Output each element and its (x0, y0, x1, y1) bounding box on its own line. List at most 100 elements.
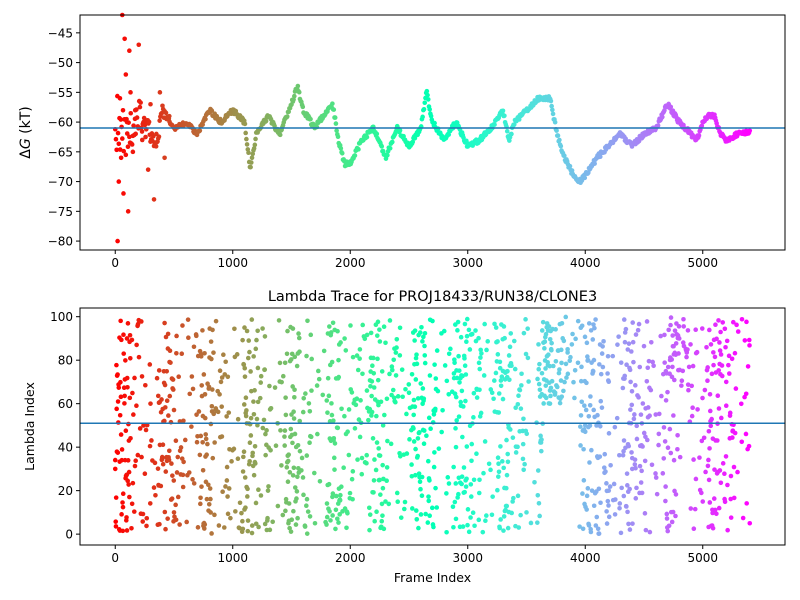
lambda-point (626, 341, 632, 346)
lambda-point (113, 524, 119, 529)
lambda-point (603, 469, 608, 474)
lambda-point (725, 482, 730, 488)
lambda-point (309, 388, 314, 393)
dg-point (133, 131, 138, 137)
lambda-point (668, 315, 674, 320)
lambda-point (546, 352, 551, 358)
lambda-point (163, 526, 168, 532)
lambda-point (364, 460, 369, 466)
lambda-point (599, 351, 605, 356)
lambda-point (335, 328, 340, 334)
lambda-point (456, 368, 462, 373)
lambda-point (686, 364, 692, 370)
dg-point (139, 137, 145, 143)
lambda-point (593, 523, 599, 528)
lambda-point (210, 327, 215, 333)
lambda-point (629, 388, 635, 394)
dg-point (138, 100, 143, 105)
lambda-point (433, 376, 439, 381)
lambda-point (589, 488, 595, 493)
lambda-point (291, 508, 296, 514)
lambda-point (121, 351, 127, 356)
lambda-point (587, 460, 592, 465)
lambda-point (125, 321, 131, 326)
y-tick-label: 60 (58, 397, 73, 411)
lambda-point (495, 455, 501, 461)
lambda-point (209, 531, 214, 536)
lambda-point (517, 387, 523, 393)
lambda-point (426, 494, 431, 499)
dg-point (296, 89, 302, 95)
lambda-point (255, 365, 261, 371)
lambda-point (283, 412, 289, 418)
lambda-point (461, 465, 467, 470)
lambda-point (144, 523, 149, 529)
dg-point (197, 128, 203, 133)
lambda-point (384, 396, 390, 402)
lambda-point (411, 426, 416, 431)
lambda-point (315, 368, 321, 374)
lambda-point (559, 320, 565, 326)
lambda-point (366, 505, 372, 511)
lambda-point (645, 365, 651, 371)
lambda-point (425, 520, 431, 525)
lambda-point (707, 392, 713, 397)
lambda-y-axis-label: Lambda Index (22, 382, 37, 471)
lambda-point (386, 501, 392, 507)
lambda-point (240, 469, 246, 474)
lambda-point (360, 322, 366, 328)
lambda-point (253, 346, 259, 352)
lambda-point (693, 476, 699, 482)
lambda-point (290, 440, 295, 446)
lambda-point (470, 510, 476, 516)
lambda-point (247, 349, 252, 355)
lambda-point (201, 372, 207, 377)
lambda-point (294, 489, 300, 494)
lambda-point (311, 470, 317, 476)
lambda-point (719, 363, 725, 368)
lambda-point (739, 439, 745, 445)
lambda-point (339, 484, 344, 489)
y-tick-label: 0 (65, 528, 73, 542)
lambda-point (345, 429, 350, 435)
lambda-point (304, 503, 309, 509)
lambda-point (379, 369, 385, 374)
lambda-point (689, 413, 695, 419)
lambda-point (605, 498, 611, 504)
lambda-point (220, 489, 225, 495)
lambda-point (588, 328, 594, 333)
lambda-point (669, 519, 675, 525)
lambda-point (591, 503, 597, 509)
dg-point (332, 115, 338, 120)
lambda-point (252, 388, 257, 393)
lambda-point (663, 398, 669, 403)
lambda-point (173, 438, 179, 444)
lambda-point (626, 521, 631, 527)
lambda-point (535, 492, 541, 498)
lambda-point (287, 470, 293, 475)
lambda-point (390, 387, 396, 393)
lambda-point (606, 514, 612, 520)
lambda-point (357, 347, 363, 352)
lambda-point (225, 511, 231, 517)
dg-point (157, 118, 162, 123)
lambda-point (669, 374, 675, 380)
dg-point (244, 136, 249, 142)
lambda-point (147, 501, 153, 506)
lambda-point (499, 374, 505, 380)
lambda-point (380, 513, 385, 518)
lambda-point (598, 398, 604, 404)
lambda-point (268, 405, 274, 411)
lambda-point (690, 405, 695, 411)
lambda-point (295, 442, 301, 448)
lambda-point (375, 377, 381, 383)
lambda-point (210, 387, 215, 392)
lambda-point (115, 399, 121, 404)
lambda-point (285, 479, 291, 485)
lambda-point (377, 453, 383, 458)
lambda-point (591, 357, 597, 363)
lambda-point (520, 441, 526, 447)
lambda-point (135, 321, 141, 327)
lambda-point (502, 335, 507, 341)
lambda-point (300, 409, 306, 415)
